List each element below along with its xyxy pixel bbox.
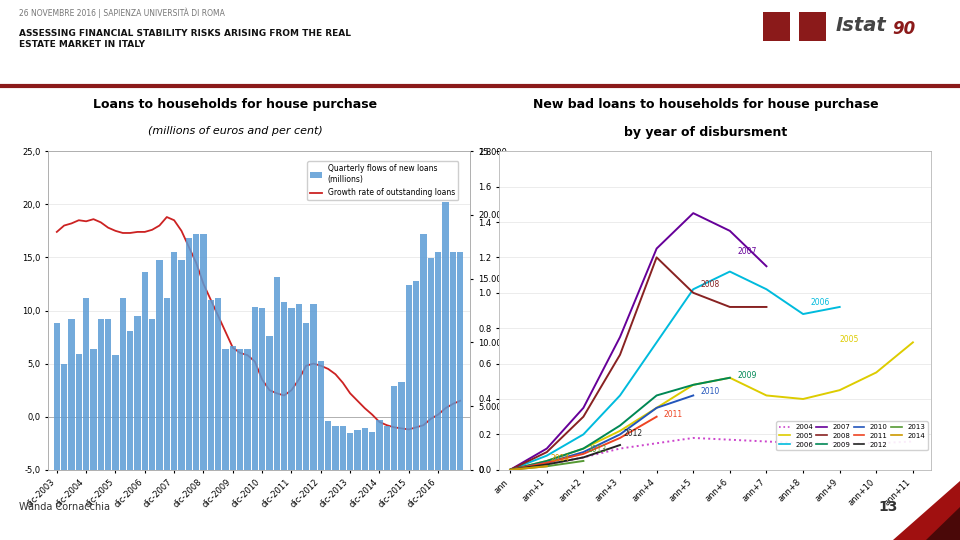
Bar (384, 427, 390, 470)
Bar (413, 281, 420, 470)
Bar (252, 307, 258, 470)
Bar (90, 349, 97, 470)
Bar (149, 320, 156, 470)
Bar (244, 349, 251, 470)
Bar (347, 433, 353, 470)
Text: 2014: 2014 (550, 454, 569, 463)
Text: (millions of euros and per cent): (millions of euros and per cent) (148, 126, 323, 136)
FancyBboxPatch shape (799, 12, 826, 42)
Text: Istat: Istat (835, 16, 886, 35)
Bar (318, 361, 324, 470)
Bar (76, 354, 82, 470)
Bar (83, 298, 89, 470)
Bar (156, 260, 162, 470)
Text: (per cent of the number of contracts): (per cent of the number of contracts) (602, 154, 809, 164)
Text: ASSESSING FINANCIAL STABILITY RISKS ARISING FROM THE REAL
ESTATE MARKET IN ITALY: ASSESSING FINANCIAL STABILITY RISKS ARIS… (19, 29, 351, 49)
Text: 2010: 2010 (701, 387, 720, 396)
Legend: Quarterly flows of new loans
(millions), Growth rate of outstanding loans: Quarterly flows of new loans (millions),… (307, 161, 458, 200)
Bar (266, 336, 273, 470)
Bar (185, 238, 192, 470)
Bar (223, 349, 228, 470)
Bar (259, 308, 265, 470)
Bar (207, 300, 214, 470)
FancyBboxPatch shape (763, 12, 790, 42)
Bar (332, 427, 339, 470)
Legend: 2004, 2005, 2006, 2007, 2008, 2009, 2010, 2011, 2012, 2013, 2014: 2004, 2005, 2006, 2007, 2008, 2009, 2010… (777, 421, 927, 450)
Text: 2009: 2009 (737, 371, 756, 380)
Bar (163, 298, 170, 470)
Bar (303, 323, 309, 470)
Bar (68, 320, 75, 470)
Text: Loans to households for house purchase: Loans to households for house purchase (93, 98, 377, 111)
Text: 2006: 2006 (810, 298, 829, 307)
Bar (296, 304, 302, 470)
Bar (288, 308, 295, 470)
Text: 2011: 2011 (664, 410, 684, 418)
Bar (449, 252, 456, 470)
Bar (281, 301, 287, 470)
Bar (60, 364, 67, 470)
Bar (171, 252, 178, 470)
Text: 2008: 2008 (701, 280, 720, 289)
Bar (105, 320, 111, 470)
Text: 2012: 2012 (624, 429, 643, 438)
Text: 2007: 2007 (737, 247, 756, 256)
Bar (435, 252, 442, 470)
Text: Wanda Cornacchia: Wanda Cornacchia (19, 502, 110, 512)
Bar (274, 278, 280, 470)
Bar (134, 315, 141, 470)
Bar (376, 420, 383, 470)
Bar (398, 382, 405, 470)
Polygon shape (893, 481, 960, 540)
Bar (229, 346, 236, 470)
Bar (215, 298, 222, 470)
Text: New bad loans to households for house purchase: New bad loans to households for house pu… (533, 98, 878, 111)
Bar (391, 386, 397, 470)
Text: 13: 13 (878, 501, 898, 514)
Text: 90: 90 (893, 21, 916, 38)
Bar (457, 252, 464, 470)
Bar (310, 304, 317, 470)
Bar (405, 285, 412, 470)
Text: 26 NOVEMBRE 2016 | SAPIENZA UNIVERSITÀ DI ROMA: 26 NOVEMBRE 2016 | SAPIENZA UNIVERSITÀ D… (19, 8, 225, 18)
Bar (427, 258, 434, 470)
Bar (420, 234, 426, 470)
Bar (237, 349, 244, 470)
Bar (354, 430, 361, 470)
Polygon shape (926, 508, 960, 540)
Bar (54, 323, 60, 470)
Bar (120, 298, 126, 470)
Text: 2013: 2013 (588, 445, 607, 454)
Bar (201, 234, 206, 470)
Bar (179, 260, 184, 470)
Text: 2005: 2005 (840, 335, 859, 345)
Text: by year of disbursment: by year of disbursment (624, 126, 787, 139)
Bar (324, 421, 331, 470)
Bar (112, 355, 119, 470)
Bar (369, 431, 375, 470)
Bar (362, 428, 368, 470)
Bar (98, 320, 104, 470)
Bar (141, 272, 148, 470)
Bar (193, 234, 200, 470)
Bar (340, 427, 346, 470)
Bar (127, 331, 133, 470)
Bar (443, 202, 448, 470)
